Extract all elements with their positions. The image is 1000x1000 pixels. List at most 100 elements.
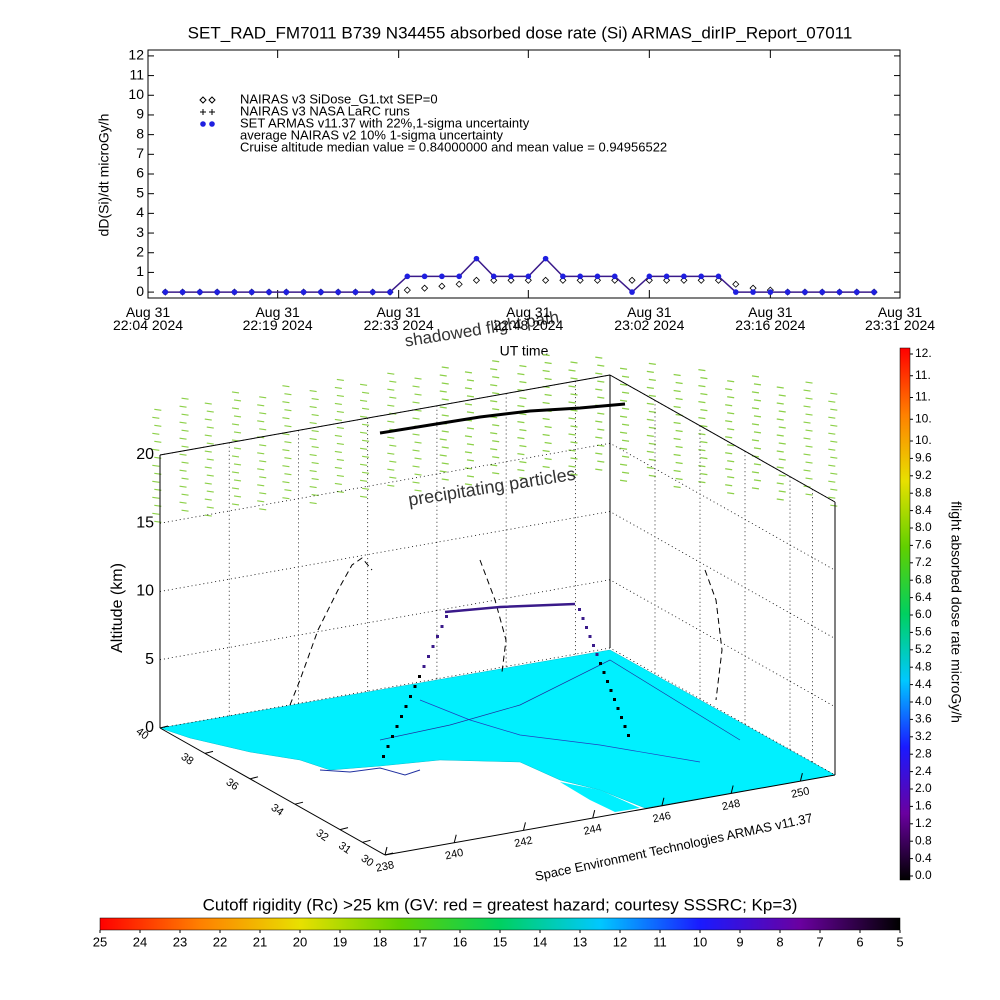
particle-dash: [776, 434, 784, 437]
particle-dash: [259, 492, 267, 495]
particle-dash: [389, 396, 397, 399]
colorbar-tick-label: 3.2: [915, 729, 932, 743]
particle-dash: [830, 472, 838, 475]
particle-dash: [206, 442, 214, 445]
legend-marker: [200, 121, 206, 127]
particle-dash: [803, 437, 811, 440]
point: [611, 273, 618, 280]
particle-dash: [725, 388, 733, 391]
z-tick-label: 10: [136, 583, 154, 600]
colorbar-tick-label: 13: [573, 934, 587, 949]
particle-dash: [492, 376, 500, 379]
particle-dash: [336, 378, 344, 382]
particle-dash: [751, 487, 760, 490]
x-tick-label: 250: [790, 785, 810, 801]
particle-dash: [282, 465, 290, 468]
particle-dash: [570, 441, 578, 444]
particle-dash: [648, 378, 656, 381]
particle-dash: [414, 441, 422, 444]
particle-dash: [698, 449, 706, 452]
particle-dash: [284, 393, 292, 396]
box-edge: [159, 727, 386, 856]
y-tick-label: 0: [136, 283, 144, 299]
point: [732, 280, 740, 288]
particle-dash: [257, 500, 265, 503]
point: [628, 276, 636, 284]
particle-dash: [803, 405, 811, 408]
particle-dash: [204, 418, 212, 421]
particle-dash: [179, 485, 187, 488]
flight-dot: [386, 745, 390, 748]
y-tick-label: 36: [224, 776, 241, 793]
particle-dash: [675, 477, 683, 481]
particle-dash: [597, 444, 605, 447]
colorbar-tick-label: 7.6: [915, 538, 932, 552]
particle-dash: [778, 442, 786, 445]
particle-dash: [387, 404, 395, 407]
particle-dash: [544, 457, 552, 461]
colorbar-tick-label: 6.0: [915, 607, 932, 621]
particle-dash: [257, 452, 265, 455]
particle-dash: [828, 480, 836, 483]
flight-dot: [391, 735, 394, 738]
particle-dash: [309, 405, 317, 409]
particle-dash: [179, 469, 187, 472]
point: [681, 273, 687, 280]
particle-dash: [309, 453, 317, 457]
particle-dash: [517, 405, 525, 408]
colorbar-tick-label: 10.: [915, 411, 932, 425]
y-tick-label: 34: [269, 802, 286, 819]
particle-dash: [597, 460, 605, 463]
particle-dash: [597, 396, 605, 399]
x-tick: [522, 822, 526, 831]
colorbar-tick-label: 8: [776, 934, 783, 949]
particle-dash: [257, 404, 265, 407]
shadow-path: [289, 557, 373, 706]
particle-dash: [490, 400, 498, 403]
colorbar-tick-label: 11.: [915, 390, 931, 404]
particle-dash: [152, 416, 160, 419]
particle-dash: [466, 443, 475, 446]
point: [698, 273, 704, 280]
particle-dash: [648, 458, 656, 461]
particle-dash: [519, 477, 527, 480]
particle-dash: [519, 413, 527, 416]
particle-dash: [152, 448, 160, 451]
particle-dash: [257, 484, 265, 487]
particle-dash: [830, 424, 838, 427]
y-tick: [204, 750, 214, 754]
particle-dash: [830, 440, 838, 443]
point: [162, 289, 169, 295]
particle-dash: [389, 460, 397, 463]
particle-dash: [675, 461, 683, 465]
x-tick-label: Aug 31 22:33 2024: [363, 304, 434, 333]
particle-dash: [336, 458, 344, 462]
box-edge: [384, 774, 836, 856]
particle-dash: [204, 466, 212, 469]
particle-dash: [334, 450, 342, 454]
particle-dash: [466, 379, 475, 382]
particle-dash: [727, 444, 735, 447]
flight-dot: [627, 734, 630, 737]
annotation: NAIRAS v3 NASA LaRC runs: [240, 103, 410, 118]
particle-dash: [284, 409, 292, 412]
x-tick-label: Aug 31 22:48 2024: [493, 304, 564, 333]
particle-dash: [776, 498, 784, 501]
particle-dash: [725, 436, 733, 439]
particle-dash: [805, 493, 813, 496]
particle-dash: [673, 389, 681, 393]
particle-dash: [805, 413, 813, 416]
colorbar-tick-label: 10.: [915, 433, 932, 447]
particle-dash: [646, 386, 654, 389]
particle-dash: [673, 405, 681, 409]
particle-dash: [675, 429, 683, 433]
colorbar-label: flight absorbed dose rate microGy/h: [948, 501, 964, 723]
particle-dash: [181, 509, 189, 512]
point: [490, 276, 498, 284]
particle-dash: [517, 469, 525, 472]
particle-dash: [231, 423, 240, 426]
particle-dash: [259, 460, 267, 463]
y-tick-label: 4: [136, 204, 144, 220]
flight-dot: [578, 608, 581, 611]
y-tick-label: 11: [129, 66, 144, 82]
